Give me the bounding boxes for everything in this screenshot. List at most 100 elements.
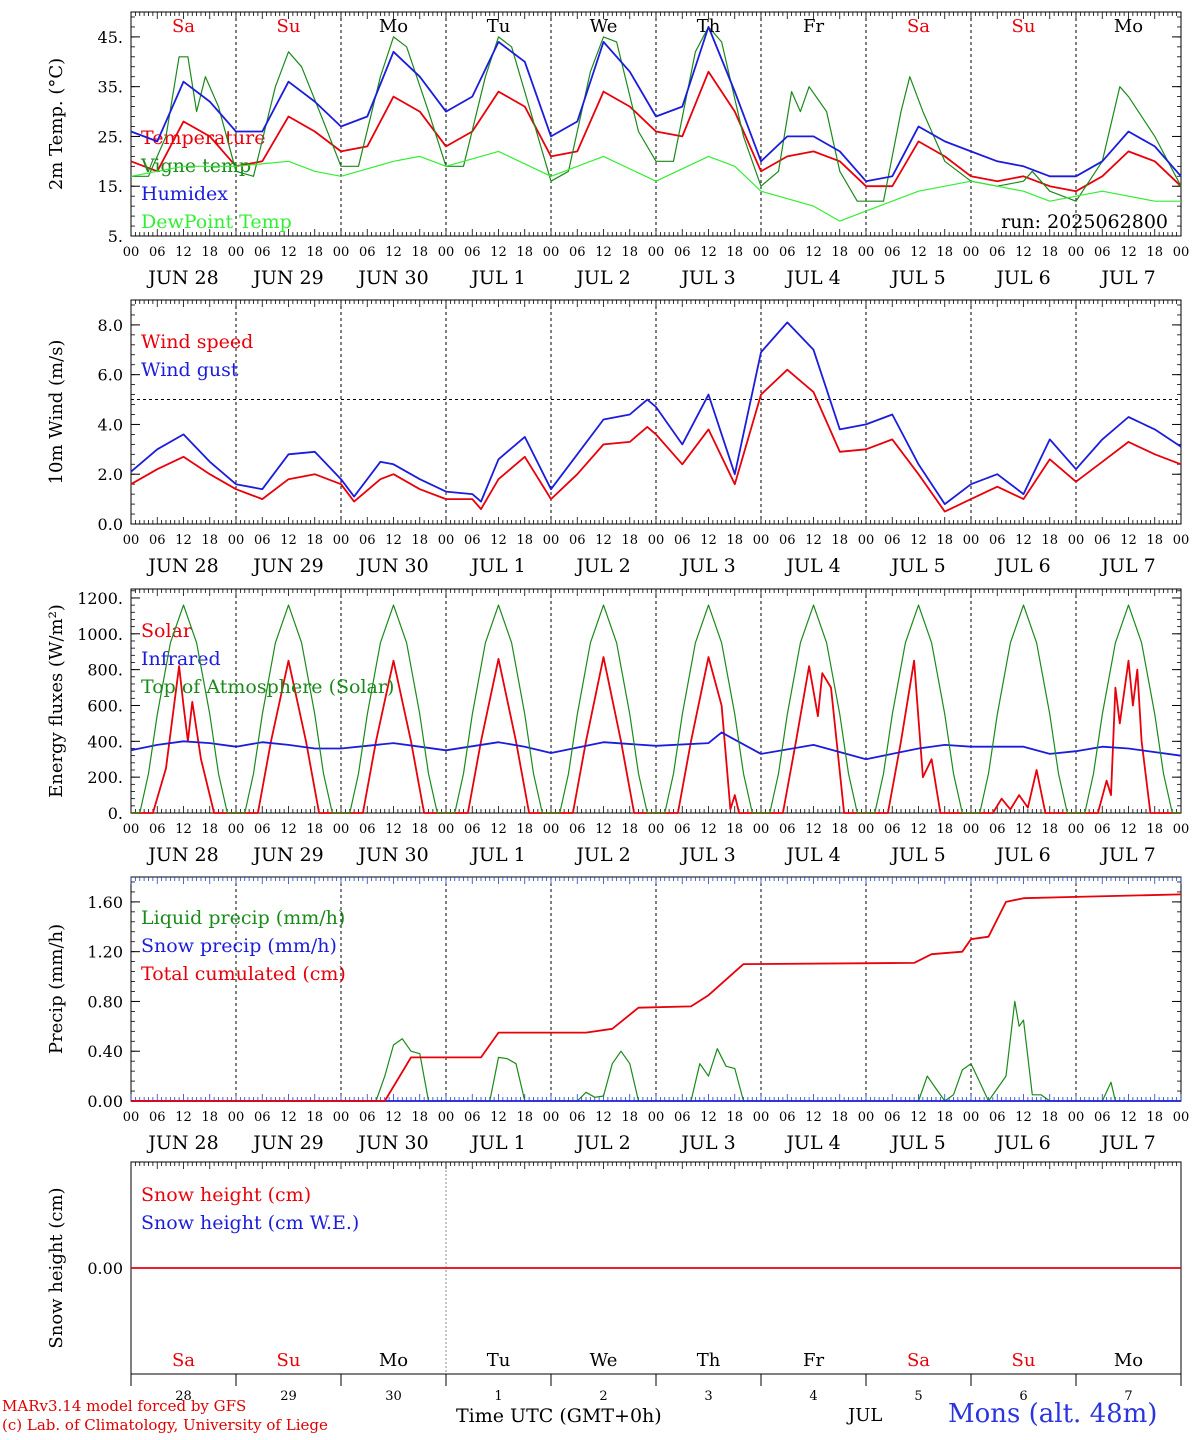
date-label: JUL 6 <box>994 844 1050 866</box>
day-number-label: 1 <box>494 1389 502 1404</box>
day-number-label: 28 <box>175 1389 192 1404</box>
date-label: JUL 1 <box>469 267 525 289</box>
day-of-week-label: Mo <box>379 1350 408 1371</box>
hour-tick-label: 12 <box>1120 822 1137 837</box>
date-label: JUN 28 <box>146 844 218 866</box>
panel-3: 0. 200. 400. 600. 800. 1000. 1200. Energy fluxe… <box>46 588 1189 866</box>
day-of-week-label: Mo <box>1114 16 1143 37</box>
hour-tick-label: 18 <box>936 245 953 260</box>
hour-tick-label: 18 <box>621 822 638 837</box>
hour-tick-label: 06 <box>359 822 376 837</box>
hour-tick-label: 18 <box>726 822 743 837</box>
hour-tick-label: 12 <box>910 533 927 548</box>
hour-tick-label: 06 <box>989 245 1006 260</box>
hour-tick-label: 12 <box>175 822 192 837</box>
hour-tick-label: 12 <box>910 1110 927 1125</box>
legend-entry: Wind speed <box>141 331 253 353</box>
hour-tick-label: 12 <box>595 822 612 837</box>
day-of-week-label: Su <box>1012 16 1036 37</box>
hour-tick-label: 00 <box>543 1110 560 1125</box>
hour-tick-label: 00 <box>123 533 140 548</box>
month-label: JUL <box>848 1405 883 1426</box>
series-dewpoint-temp <box>130 150 1181 222</box>
hour-tick-label: 12 <box>280 245 297 260</box>
hour-tick-label: 12 <box>1120 533 1137 548</box>
hour-tick-label: 18 <box>726 245 743 260</box>
hour-tick-label: 12 <box>490 1110 507 1125</box>
hour-tick-label: 00 <box>858 533 875 548</box>
hour-tick-label: 18 <box>1041 822 1058 837</box>
day-of-week-label: Sa <box>907 16 930 37</box>
legend-entry: Wind gust <box>141 359 239 381</box>
series-infrared <box>130 731 1182 761</box>
hour-tick-label: 06 <box>1094 822 1111 837</box>
hour-tick-label: 12 <box>910 822 927 837</box>
date-label: JUL 5 <box>889 1132 945 1154</box>
y-axis-label: Snow height (cm) <box>46 1187 67 1348</box>
date-label: JUL 4 <box>784 1132 840 1154</box>
hour-tick-label: 12 <box>1015 822 1032 837</box>
day-of-week-label: Sa <box>907 1350 930 1371</box>
day-of-week-label: Fr <box>803 16 824 37</box>
hour-tick-label: 18 <box>621 1110 638 1125</box>
legend-entry: Temperature <box>141 127 265 149</box>
date-label: JUL 3 <box>679 555 735 577</box>
series-vigne-temp <box>131 26 1182 202</box>
hour-tick-label: 12 <box>1015 533 1032 548</box>
date-label: JUL 6 <box>994 267 1050 289</box>
panel-1: 5.15.25.35.45.2m Temp. (°C) TemperatureVi… <box>46 11 1189 289</box>
date-label: JUN 28 <box>146 555 218 577</box>
y-axis-label: Precip (mm/h) <box>46 924 67 1054</box>
hour-tick-label: 00 <box>228 1110 245 1125</box>
day-of-week-label: Tu <box>487 1350 511 1371</box>
hour-tick-label: 18 <box>201 245 218 260</box>
hour-tick-label: 18 <box>201 822 218 837</box>
run-label: run: 2025062800 <box>1001 211 1168 233</box>
hour-tick-label: 00 <box>333 533 350 548</box>
day-of-week-label: Th <box>697 16 721 37</box>
hour-tick-label: 00 <box>228 245 245 260</box>
panel-frame <box>130 588 1182 814</box>
y-tick-label: 1000. <box>77 625 123 644</box>
hour-tick-label: 12 <box>805 822 822 837</box>
series-wind-gust <box>130 321 1182 505</box>
hour-tick-label: 12 <box>700 533 717 548</box>
hour-tick-label: 06 <box>989 822 1006 837</box>
legend-entry: Infrared <box>141 648 221 670</box>
hour-tick-label: 06 <box>464 533 481 548</box>
date-label: JUL 7 <box>1099 267 1155 289</box>
hour-tick-label: 00 <box>1068 533 1085 548</box>
day-of-week-label: Su <box>1012 1350 1036 1371</box>
hour-tick-label: 06 <box>149 245 166 260</box>
hour-tick-label: 06 <box>674 245 691 260</box>
legend-entry: DewPoint Temp <box>141 211 292 233</box>
y-tick-label: 2.0 <box>98 465 123 484</box>
y-tick-label: 1200. <box>77 589 123 608</box>
legend-entry: Snow height (cm) <box>141 1184 311 1206</box>
hour-tick-label: 18 <box>306 822 323 837</box>
series-humidex <box>130 26 1182 183</box>
date-label: JUL 4 <box>784 844 840 866</box>
date-label: JUL 1 <box>469 555 525 577</box>
hour-tick-label: 18 <box>1146 822 1163 837</box>
hour-tick-label: 06 <box>464 822 481 837</box>
hour-tick-label: 18 <box>1041 533 1058 548</box>
day-number-label: 6 <box>1019 1389 1027 1404</box>
day-of-week-label: Th <box>697 1350 721 1371</box>
day-number-label: 30 <box>385 1389 402 1404</box>
hour-tick-label: 18 <box>1041 245 1058 260</box>
time-axis-label: Time UTC (GMT+0h) <box>456 1405 662 1427</box>
hour-tick-label: 00 <box>1068 245 1085 260</box>
hour-tick-label: 18 <box>831 245 848 260</box>
hour-tick-label: 18 <box>201 533 218 548</box>
date-label: JUL 3 <box>679 267 735 289</box>
hour-tick-label: 00 <box>963 245 980 260</box>
y-axis-label: 2m Temp. (°C) <box>46 58 67 190</box>
hour-tick-label: 06 <box>779 822 796 837</box>
hour-tick-label: 12 <box>700 822 717 837</box>
hour-tick-label: 06 <box>464 245 481 260</box>
day-of-week-label: We <box>590 16 618 37</box>
hour-tick-label: 00 <box>228 533 245 548</box>
hour-tick-label: 00 <box>438 822 455 837</box>
hour-tick-label: 12 <box>280 533 297 548</box>
